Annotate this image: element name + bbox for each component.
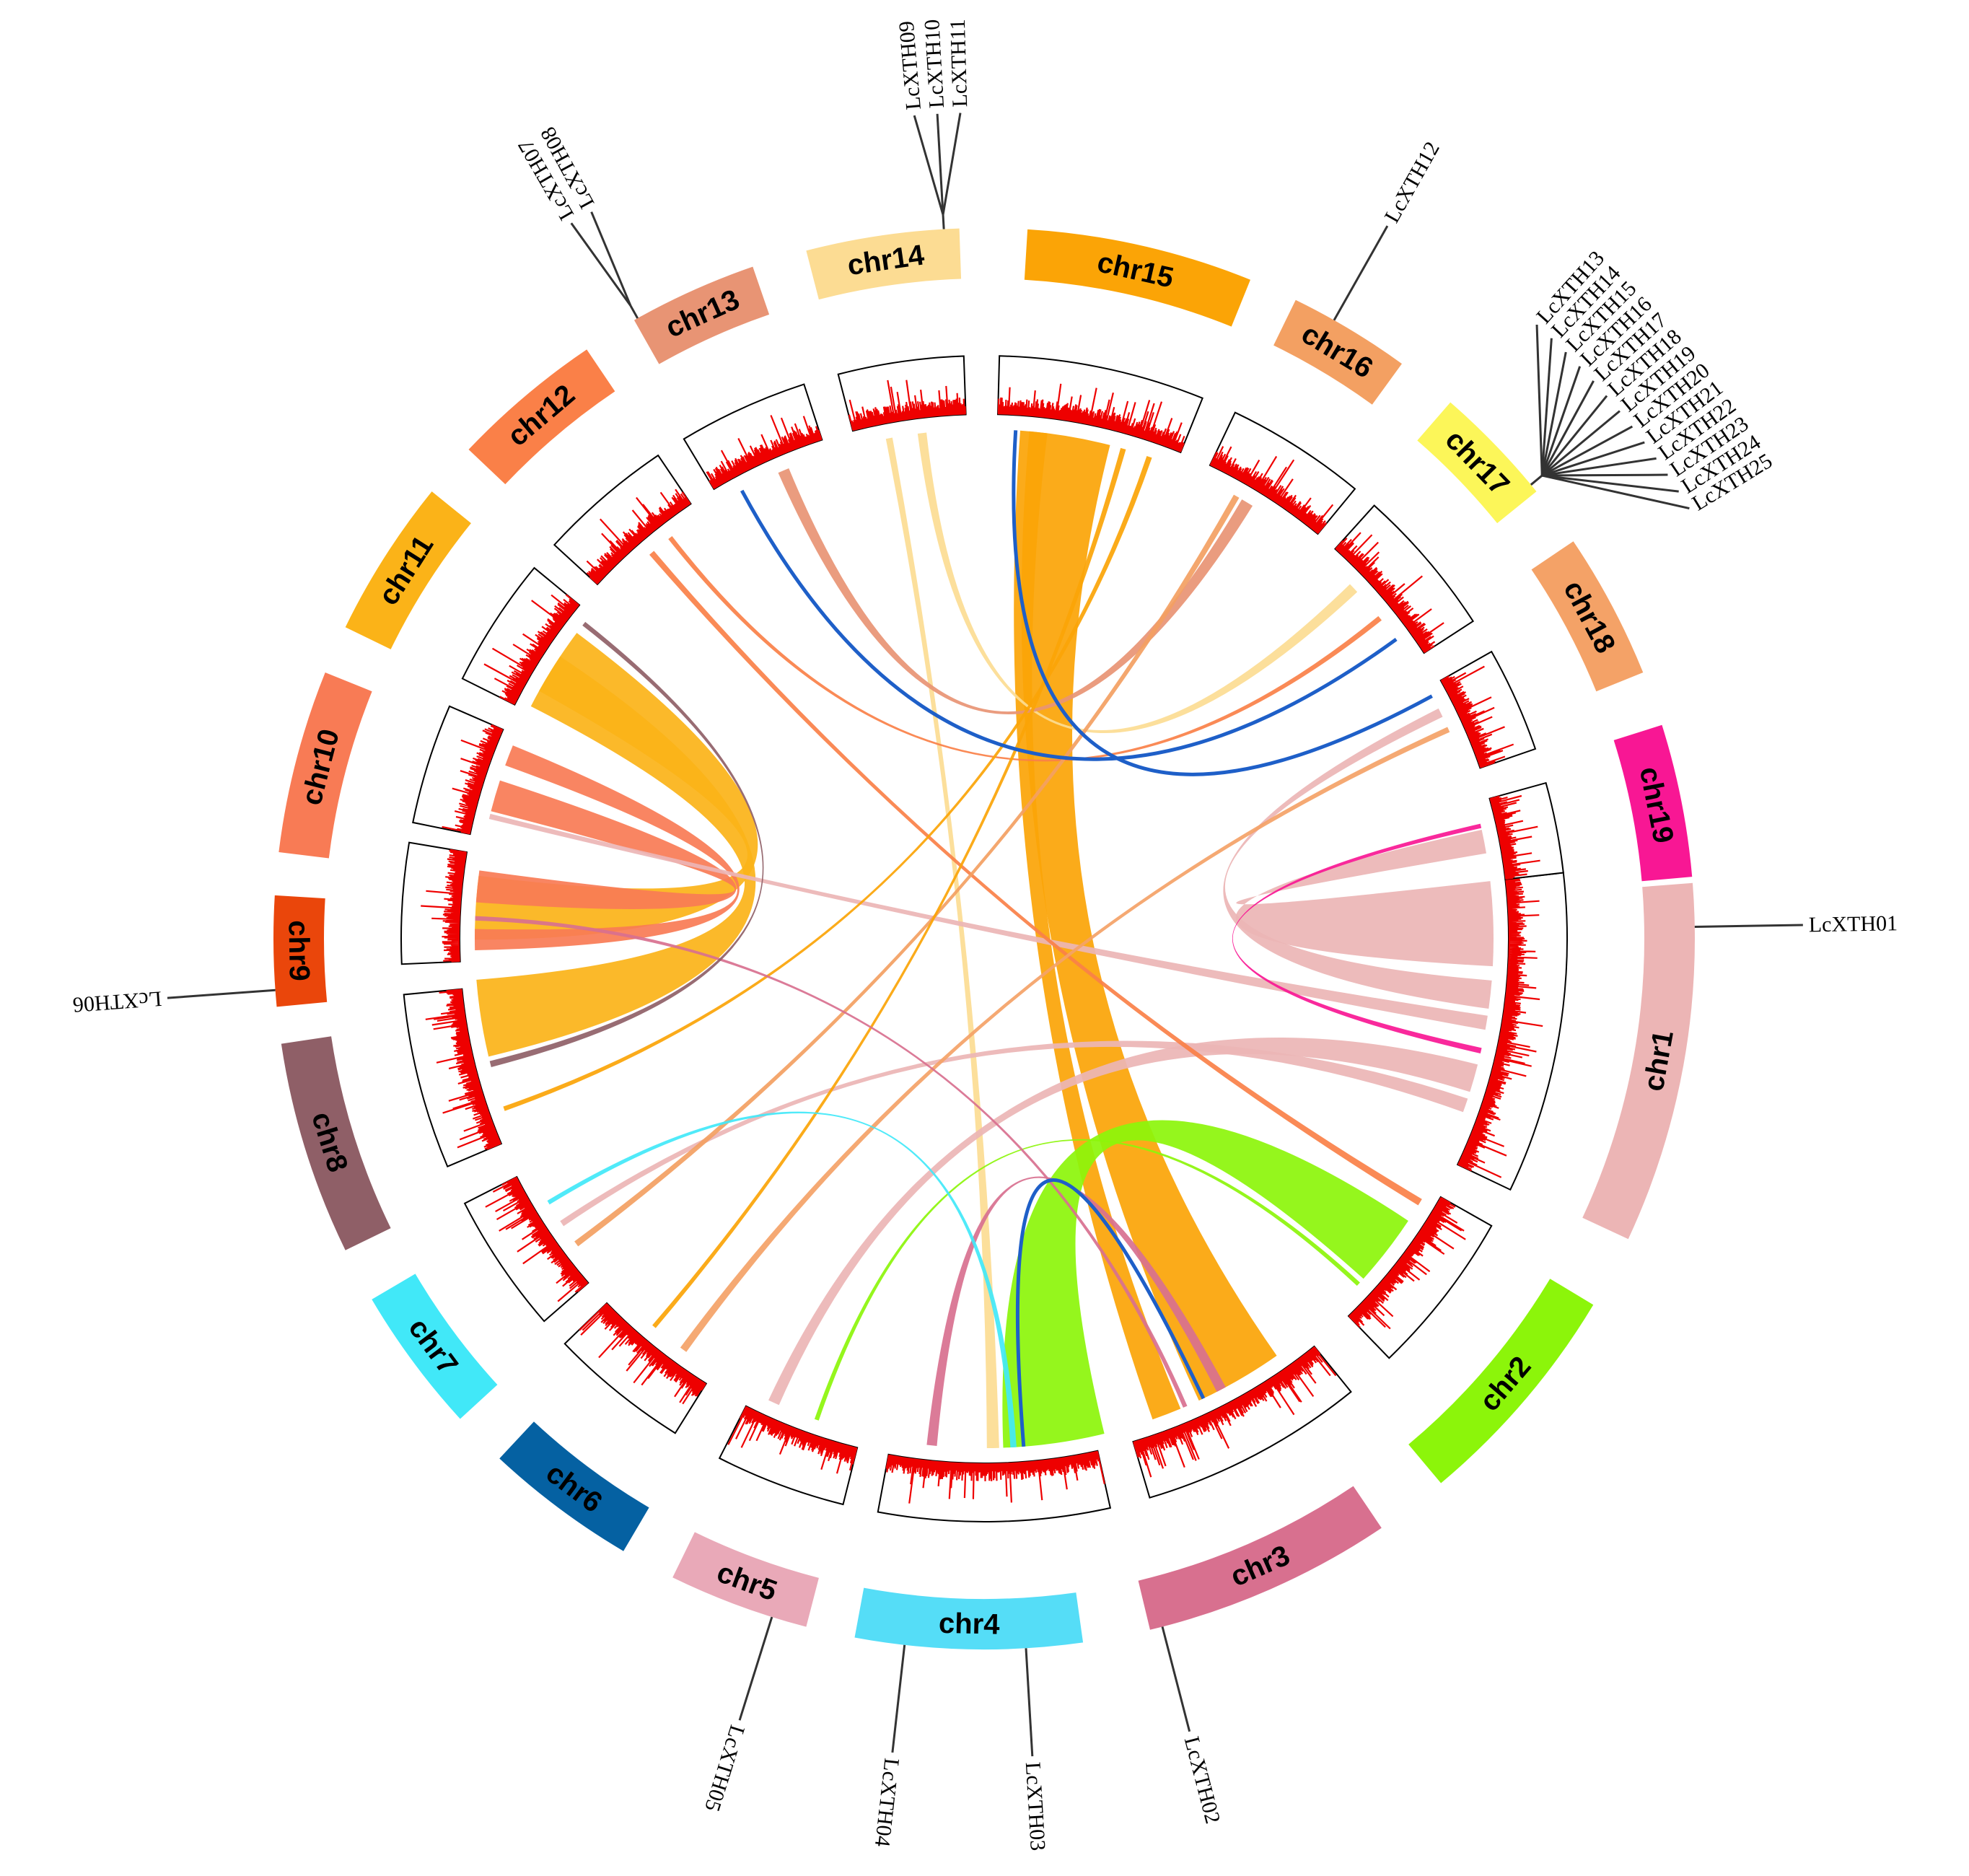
synteny-links <box>475 430 1494 1448</box>
link-chr15-chr18-28 <box>1012 430 1433 776</box>
chromosome-chr13: chr13 <box>633 266 770 364</box>
link-chr13-chr16-17 <box>778 468 1253 714</box>
chromosome-chr2: chr2 <box>1408 1279 1594 1483</box>
density-track-chr17 <box>1334 504 1475 654</box>
chromosome-chr17: chr17 <box>1417 402 1537 524</box>
gene-marker-LcXTH03: LcXTH03 <box>1021 1648 1050 1851</box>
gene-label: LcXTH02 <box>1180 1734 1225 1826</box>
density-track-chr13 <box>683 383 823 491</box>
density-track-chr12 <box>553 454 692 586</box>
gene-marker-LcXTH01: LcXTH01 <box>1694 911 1898 937</box>
link-chr13-chr17-27 <box>740 489 1398 761</box>
density-track-chr4 <box>877 1450 1112 1522</box>
chromosome-chr1: chr1 <box>1582 882 1696 1240</box>
chromosome-chr3: chr3 <box>1138 1486 1382 1630</box>
chromosome-chr10: chr10 <box>279 672 372 859</box>
gene-marker-LcXTH08: LcXTH08 <box>536 123 632 307</box>
link-chr11-chr8-1 <box>476 656 756 1057</box>
gene-label: LcXTH03 <box>1021 1761 1050 1851</box>
density-track-chr3 <box>1132 1345 1352 1499</box>
density-track-chr19 <box>1488 781 1564 880</box>
density-track-chr5 <box>718 1405 859 1506</box>
gene-marker-LcXTH06: LcXTH06 <box>72 986 276 1017</box>
density-track-chr10 <box>412 705 504 836</box>
gene-marker-LcXTH10: LcXTH10 <box>920 19 949 215</box>
link-chr2-chr4-13 <box>1002 1120 1408 1448</box>
density-track-chr6 <box>563 1302 708 1434</box>
gene-marker-LcXTH11: LcXTH11 <box>942 19 973 215</box>
gene-marker-LcXTH02: LcXTH02 <box>1161 1626 1225 1826</box>
link-chr15-chr3-5 <box>1014 430 1181 1420</box>
chromosome-chr9: chr9 <box>273 895 328 1007</box>
chromosome-chr5: chr5 <box>672 1532 819 1627</box>
gene-marker-LcXTH12: LcXTH12 <box>1333 138 1444 321</box>
gene-label: LcXTH06 <box>72 986 162 1017</box>
density-track-chr2 <box>1347 1196 1493 1359</box>
chromosome-label: chr9 <box>282 920 315 981</box>
link-chr14-chr4-6 <box>885 437 999 1448</box>
gene-labels: LcXTH01 LcXTH02 LcXTH03 LcXTH04 LcXTH05 LcXTH… <box>72 19 1898 1851</box>
chromosome-chr19: chr19 <box>1613 724 1693 882</box>
link-chr1-chr18-9 <box>1223 708 1492 1009</box>
chromosome-chr14: chr14 <box>806 228 962 300</box>
density-track-chr14 <box>837 355 967 432</box>
density-track-chr7 <box>463 1175 589 1323</box>
gene-label: LcXTH04 <box>870 1757 904 1848</box>
chromosome-chr4: chr4 <box>854 1587 1084 1649</box>
density-track-chr9 <box>400 841 468 965</box>
density-track-chr16 <box>1209 411 1356 535</box>
chromosome-chr8: chr8 <box>281 1036 391 1250</box>
gene-label: LcXTH12 <box>1380 138 1444 227</box>
gene-marker-LcXTH05: LcXTH05 <box>700 1616 773 1815</box>
chromosome-chr6: chr6 <box>499 1421 649 1551</box>
chromosome-chr18: chr18 <box>1531 541 1644 692</box>
link-chr10-chr9-2 <box>475 780 737 909</box>
link-chr15-chr3-4 <box>1021 431 1277 1401</box>
link-chr1-chr10-11 <box>488 813 1488 1030</box>
gene-label: LcXTH11 <box>946 19 973 108</box>
link-chr1-chr19-8 <box>1235 829 1494 967</box>
gene-marker-LcXTH04: LcXTH04 <box>870 1644 906 1848</box>
density-track-chr18 <box>1439 650 1537 769</box>
chromosome-chr11: chr11 <box>345 491 471 649</box>
gene-label: LcXTH01 <box>1809 911 1898 937</box>
density-track-chr11 <box>461 566 581 706</box>
gene-label: LcXTH05 <box>700 1722 749 1815</box>
chromosome-chr15: chr15 <box>1024 229 1250 327</box>
chromosome-chr7: chr7 <box>372 1274 498 1419</box>
link-chr10-chr9-3 <box>475 745 740 951</box>
gene-label: LcXTH10 <box>920 19 949 109</box>
density-track-chr8 <box>403 988 503 1168</box>
link-chr4-chr3-29 <box>1015 1178 1206 1447</box>
chromosome-chr12: chr12 <box>468 349 615 485</box>
density-tracks <box>400 355 1569 1522</box>
chromosome-label: chr4 <box>939 1608 1001 1641</box>
link-chr19-chr1-26 <box>1232 823 1482 1054</box>
density-track-chr15 <box>997 355 1203 454</box>
